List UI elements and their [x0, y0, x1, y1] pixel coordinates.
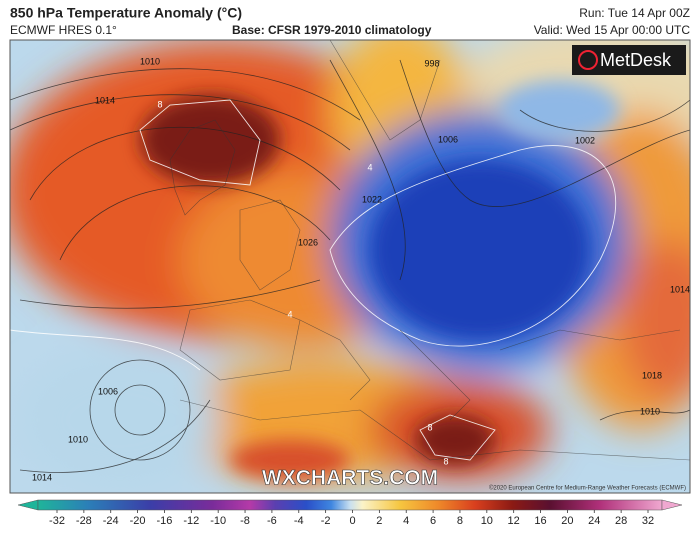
- colorbar-tick-label: -6: [267, 515, 277, 527]
- brand: MetDesk: [600, 50, 672, 70]
- colorbar-tick-label: 2: [376, 515, 382, 527]
- contour-label: 1014: [32, 472, 52, 482]
- colorbar-tick-label: 28: [615, 515, 627, 527]
- contour-label: 1022: [362, 194, 382, 204]
- colorbar-tick-label: 4: [403, 515, 409, 527]
- colorbar-tick-label: 10: [481, 515, 493, 527]
- contour-label-group: 1010 1014 998 1006 1002 1022 1026 1006 1010 1014 1…: [32, 56, 690, 482]
- watermark: WXCHARTS.COM: [262, 467, 438, 490]
- colorbar-tick-label: 16: [534, 515, 546, 527]
- colorbar-tick-label: 0: [349, 515, 355, 527]
- colorbar-tick-label: -8: [240, 515, 250, 527]
- map: 1010 1014 998 1006 1002 1022 1026 1006 1010 1014 1…: [10, 40, 690, 493]
- colorbar-tick-label: -12: [183, 515, 199, 527]
- base: Base: CFSR 1979-2010 climatology: [232, 23, 432, 37]
- colorbar: [17, 499, 683, 511]
- colorbar-tick-label: 6: [430, 515, 436, 527]
- contour-label: 1014: [670, 284, 690, 294]
- colorbar-tick-label: 24: [588, 515, 600, 527]
- contour-label: 8: [443, 456, 448, 466]
- valid: Valid: Wed 15 Apr 00:00 UTC: [534, 23, 691, 37]
- colorbar-tick-label: -32: [49, 515, 65, 527]
- title: 850 hPa Temperature Anomaly (°C): [10, 5, 242, 21]
- contour-label: 1026: [298, 237, 318, 247]
- contour-label: 1002: [575, 135, 595, 145]
- run: Run: Tue 14 Apr 00Z: [579, 6, 690, 20]
- contour-label: 1018: [642, 370, 662, 380]
- credit: ©2020 European Centre for Medium-Range W…: [489, 485, 686, 492]
- colorbar-tick-label: 20: [561, 515, 573, 527]
- contour-label: 998: [424, 58, 439, 68]
- colorbar-tick-label: -24: [103, 515, 119, 527]
- colorbar-tick-label: 8: [457, 515, 463, 527]
- colorbar-tick-label: -2: [321, 515, 331, 527]
- model: ECMWF HRES 0.1°: [10, 23, 117, 37]
- colorbar-tick-label: -16: [157, 515, 173, 527]
- colorbar-tick-label: -10: [210, 515, 226, 527]
- colorbar-ticks: -32 -28 -24 -20 -16 -12 -10 -8 -6 -4 -2 0 2 4 6 8 10 12 16…: [49, 510, 654, 527]
- contour-label: 4: [367, 162, 372, 172]
- colorbar-tick-label: -20: [130, 515, 146, 527]
- contour-label: 8: [157, 99, 162, 109]
- colorbar-tick-label: 32: [642, 515, 654, 527]
- contour-label: 8: [427, 422, 432, 432]
- contour-label: 1006: [98, 386, 118, 396]
- contour-label: 4: [287, 309, 292, 319]
- colorbar-tick-label: 12: [508, 515, 520, 527]
- colorbar-tick-label: -4: [294, 515, 304, 527]
- contour-label: 1010: [68, 434, 88, 444]
- contour-label: 1010: [140, 56, 160, 66]
- contour-label: 1014: [95, 95, 115, 105]
- colorbar-tick-label: -28: [76, 515, 92, 527]
- contour-label: 1006: [438, 134, 458, 144]
- contour-label: 1010: [640, 406, 660, 416]
